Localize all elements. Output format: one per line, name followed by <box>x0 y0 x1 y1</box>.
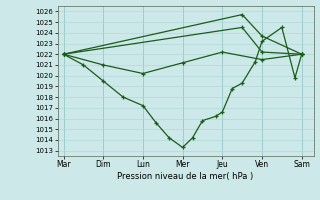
X-axis label: Pression niveau de la mer( hPa ): Pression niveau de la mer( hPa ) <box>117 172 254 181</box>
